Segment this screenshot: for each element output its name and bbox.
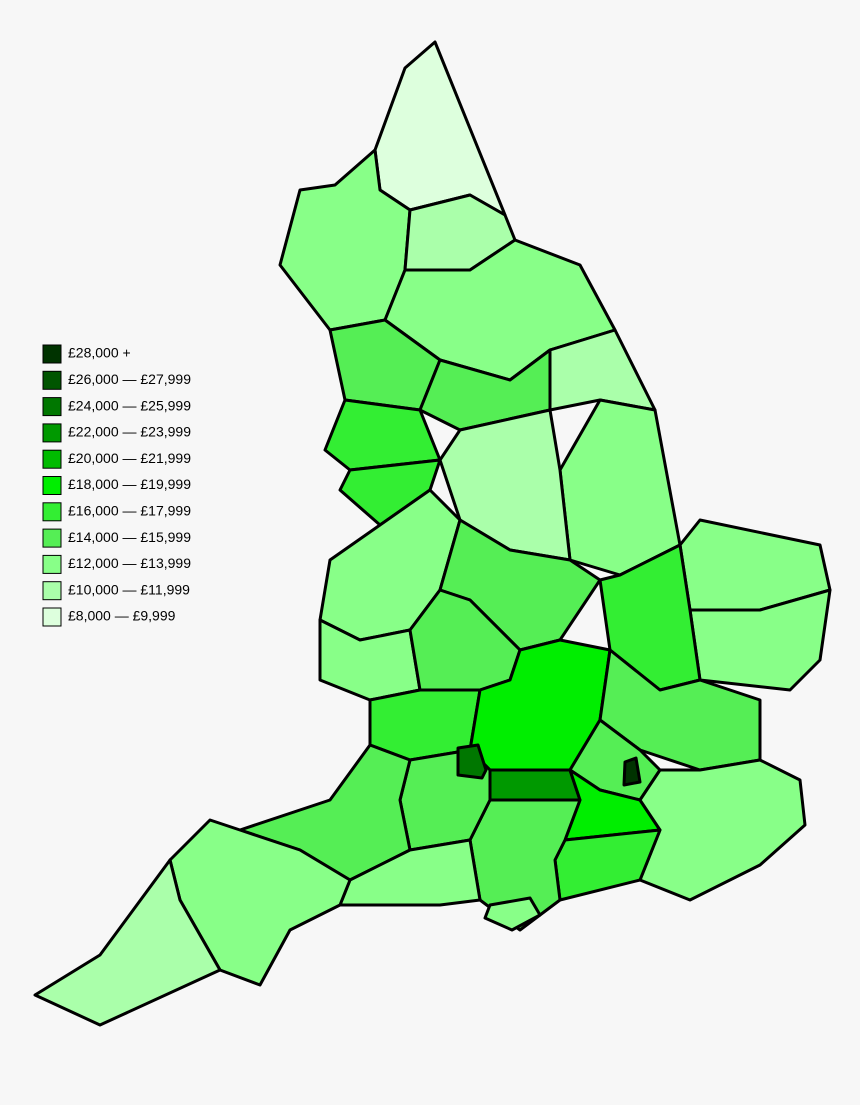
legend-swatch xyxy=(42,476,62,495)
region xyxy=(483,896,542,932)
region xyxy=(553,828,662,902)
region xyxy=(638,758,807,902)
legend-swatch xyxy=(42,554,62,574)
legend-label: £20,000 — £21,999 xyxy=(68,450,191,466)
legend-label: £24,000 — £25,999 xyxy=(68,397,191,413)
legend-swatch xyxy=(42,581,62,601)
legend-label: £26,000 — £27,999 xyxy=(68,371,191,387)
legend-label: £12,000 — £13,999 xyxy=(68,555,191,571)
legend-swatch xyxy=(42,528,62,548)
legend-swatch xyxy=(42,370,62,390)
region xyxy=(483,768,582,802)
legend-label: £22,000 — £23,999 xyxy=(68,424,191,440)
region xyxy=(33,858,222,1027)
legend-swatch xyxy=(42,607,62,627)
legend-label: £8,000 — £9,999 xyxy=(68,608,176,624)
legend-swatch xyxy=(42,423,62,443)
legend: £28,000 + £26,000 — £27,999 £24,000 — £25,… xyxy=(42,344,191,627)
legend-label: £18,000 — £19,999 xyxy=(68,476,191,492)
map xyxy=(33,40,832,1027)
legend-label: £16,000 — £17,999 xyxy=(68,503,191,519)
legend-swatch xyxy=(42,449,62,469)
legend-label: £28,000 + xyxy=(68,345,131,361)
legend-swatch xyxy=(42,344,62,364)
region xyxy=(456,743,488,780)
region xyxy=(373,40,507,217)
legend-label: £10,000 — £11,999 xyxy=(68,581,190,597)
legend-swatch xyxy=(42,397,62,417)
legend-label: £14,000 — £15,999 xyxy=(68,529,191,545)
region xyxy=(622,756,642,787)
legend-swatch xyxy=(42,502,62,522)
region xyxy=(558,398,682,577)
